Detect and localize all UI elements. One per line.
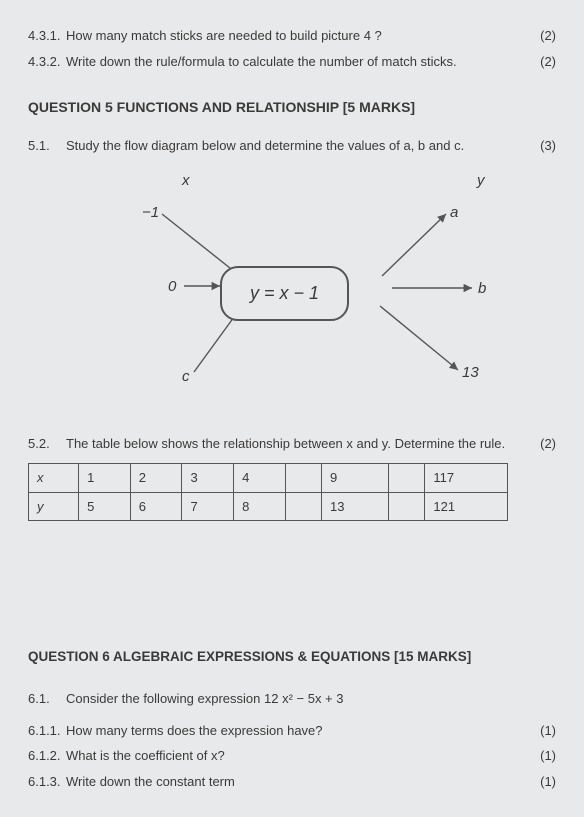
q-text: How many terms does the expression have? [66, 721, 528, 741]
cell: 9 [322, 464, 389, 493]
cell: 7 [182, 492, 234, 521]
flow-diagram: x y −1 0 c a b 13 y = x − 1 [62, 166, 522, 416]
q-text: Write down the rule/formula to calculate… [66, 52, 528, 72]
q-num: 5.2. [28, 434, 66, 454]
cell [389, 492, 425, 521]
q-marks: (1) [528, 772, 556, 792]
cell [285, 492, 321, 521]
question-4-3-2: 4.3.2. Write down the rule/formula to ca… [28, 52, 556, 72]
q-marks: (3) [528, 136, 556, 156]
q-text: Write down the constant term [66, 772, 528, 792]
cell: 1 [79, 464, 131, 493]
q-marks: (2) [528, 434, 556, 454]
cell: 5 [79, 492, 131, 521]
table-row-x: x 1 2 3 4 9 117 [29, 464, 508, 493]
q-marks: (1) [528, 746, 556, 766]
q-marks: (2) [528, 26, 556, 46]
cell: 8 [234, 492, 286, 521]
question-4-3-1: 4.3.1. How many match sticks are needed … [28, 26, 556, 46]
q-text: The table below shows the relationship b… [66, 434, 528, 454]
table-row-y: y 5 6 7 8 13 121 [29, 492, 508, 521]
q-num: 4.3.1. [28, 26, 66, 46]
cell: 2 [130, 464, 182, 493]
q-num: 6.1.2. [28, 746, 66, 766]
question-6-1-2: 6.1.2. What is the coefficient of x? (1) [28, 746, 556, 766]
q-num: 6.1. [28, 689, 66, 709]
question-5-2: 5.2. The table below shows the relations… [28, 434, 556, 454]
q-text: Study the flow diagram below and determi… [66, 136, 528, 156]
cell: 121 [425, 492, 508, 521]
cell [285, 464, 321, 493]
cell [389, 464, 425, 493]
q-num: 5.1. [28, 136, 66, 156]
xy-table: x 1 2 3 4 9 117 y 5 6 7 8 13 121 [28, 463, 508, 521]
q-marks: (2) [528, 52, 556, 72]
question-6-1-1: 6.1.1. How many terms does the expressio… [28, 721, 556, 741]
flow-rule-box: y = x − 1 [220, 266, 349, 321]
q-num: 4.3.2. [28, 52, 66, 72]
q-marks: (1) [528, 721, 556, 741]
q-text: What is the coefficient of x? [66, 746, 528, 766]
question-5-heading: QUESTION 5 FUNCTIONS AND RELATIONSHIP [5… [28, 97, 556, 118]
row-label: x [29, 464, 79, 493]
cell: 117 [425, 464, 508, 493]
q-text: Consider the following expression 12 x² … [66, 689, 528, 709]
q-num: 6.1.1. [28, 721, 66, 741]
q-num: 6.1.3. [28, 772, 66, 792]
question-5-1: 5.1. Study the flow diagram below and de… [28, 136, 556, 156]
question-6-1-3: 6.1.3. Write down the constant term (1) [28, 772, 556, 792]
spacer [28, 521, 556, 621]
row-label: y [29, 492, 79, 521]
cell: 3 [182, 464, 234, 493]
cell: 4 [234, 464, 286, 493]
cell: 6 [130, 492, 182, 521]
cell: 13 [322, 492, 389, 521]
question-6-heading: QUESTION 6 ALGEBRAIC EXPRESSIONS & EQUAT… [28, 647, 556, 667]
q-marks [528, 689, 556, 709]
q-text: How many match sticks are needed to buil… [66, 26, 528, 46]
question-6-1: 6.1. Consider the following expression 1… [28, 689, 556, 709]
